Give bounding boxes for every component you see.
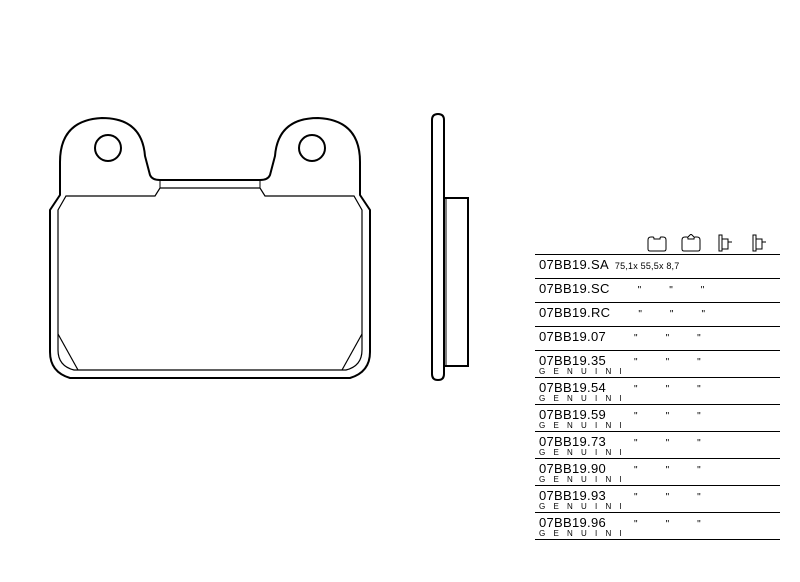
ditto-marks: """ — [616, 381, 776, 395]
ditto-marks: """ — [616, 408, 776, 422]
table-row: 07BB19.96 """G E N U I N I — [535, 513, 780, 540]
part-code: 07BB19.SA — [539, 257, 609, 272]
table-row: 07BB19.SA 75,1x 55,5x 8,7 — [535, 255, 780, 279]
table-row: 07BB19.07 """ — [535, 327, 780, 351]
genuine-label: G E N U I N I — [539, 394, 776, 403]
table-header-icons — [535, 230, 780, 252]
ditto-marks: """ — [616, 435, 776, 449]
ditto-marks: """ — [620, 282, 776, 296]
table-row: 07BB19.35 """G E N U I N I — [535, 351, 780, 378]
ditto-marks: """ — [616, 516, 776, 530]
parts-table: 07BB19.SA75,1x 55,5x 8,707BB19.SC"""07BB… — [535, 254, 780, 540]
part-code: 07BB19.59 — [539, 407, 606, 422]
part-code: 07BB19.RC — [539, 305, 610, 320]
part-code: 07BB19.SC — [539, 281, 610, 296]
table-row: 07BB19.90 """G E N U I N I — [535, 459, 780, 486]
front-view — [50, 118, 370, 378]
ditto-marks: """ — [616, 354, 776, 368]
genuine-label: G E N U I N I — [539, 448, 776, 457]
part-code: 07BB19.07 — [539, 329, 606, 344]
table-row: 07BB19.59 """G E N U I N I — [535, 405, 780, 432]
part-code: 07BB19.54 — [539, 380, 606, 395]
part-code: 07BB19.73 — [539, 434, 606, 449]
genuine-label: G E N U I N I — [539, 475, 776, 484]
table-row: 07BB19.93 """G E N U I N I — [535, 486, 780, 513]
genuine-label: G E N U I N I — [539, 367, 776, 376]
pad-icon — [676, 232, 706, 252]
part-dimensions: 75,1x 55,5x 8,7 — [615, 258, 680, 271]
pad-side-icon — [710, 232, 740, 252]
part-code: 07BB19.90 — [539, 461, 606, 476]
pad-icon — [642, 232, 672, 252]
genuine-label: G E N U I N I — [539, 421, 776, 430]
ditto-marks: """ — [616, 462, 776, 476]
table-row: 07BB19.SC """ — [535, 279, 780, 303]
ditto-marks: """ — [616, 489, 776, 503]
table-row: 07BB19.73 """G E N U I N I — [535, 432, 780, 459]
side-view — [432, 114, 468, 380]
table-row: 07BB19.54 """G E N U I N I — [535, 378, 780, 405]
genuine-label: G E N U I N I — [539, 529, 776, 538]
pad-side-icon — [744, 232, 774, 252]
parts-table-region: 07BB19.SA75,1x 55,5x 8,707BB19.SC"""07BB… — [535, 230, 780, 540]
part-code: 07BB19.96 — [539, 515, 606, 530]
ditto-marks: """ — [620, 306, 776, 320]
part-code: 07BB19.93 — [539, 488, 606, 503]
ditto-marks: """ — [616, 330, 776, 344]
part-code: 07BB19.35 — [539, 353, 606, 368]
table-row: 07BB19.RC """ — [535, 303, 780, 327]
genuine-label: G E N U I N I — [539, 502, 776, 511]
